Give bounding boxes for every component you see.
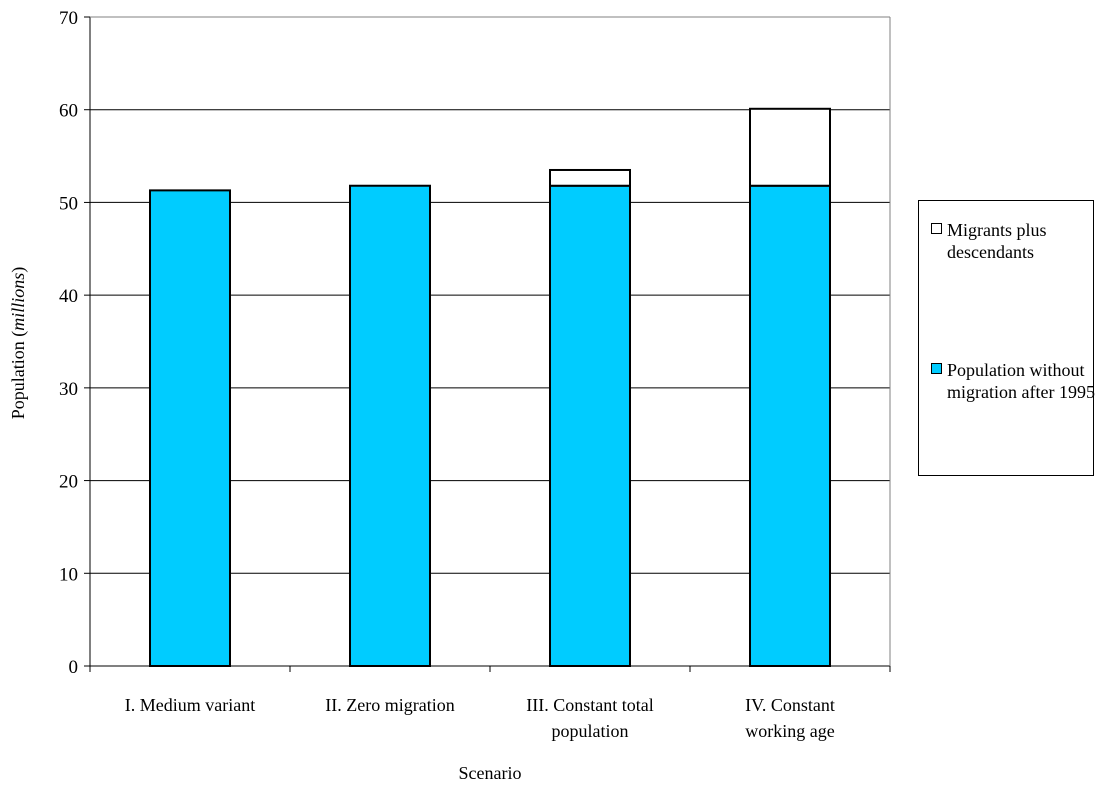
legend-label-migrants: Migrants plus descendants	[947, 220, 1047, 262]
y-axis-title-prefix: Population (	[8, 331, 29, 420]
bar-segment-series-0	[149, 189, 231, 668]
legend: Migrants plus descendants Population wit…	[918, 200, 1095, 476]
legend-swatch-migrants	[931, 223, 942, 234]
legend-label-population: Population without migration after 1995	[947, 360, 1095, 402]
y-axis-title: Population (millions)	[8, 267, 29, 420]
y-tick-label: 60	[59, 101, 78, 122]
y-axis-title-italic: millions	[8, 273, 28, 331]
bar-segment-series-0	[349, 184, 431, 668]
x-category-label: IV. Constant	[745, 695, 835, 715]
x-axis-title: Scenario	[459, 763, 522, 783]
bar-segment-series-1	[749, 107, 831, 187]
axes	[84, 16, 891, 672]
bar-segment-series-0	[549, 184, 631, 668]
x-category-label: working age	[745, 721, 834, 741]
x-category-label: I. Medium variant	[125, 695, 255, 715]
y-tick-label: 40	[59, 286, 78, 307]
y-tick-label: 20	[59, 472, 78, 493]
x-category-label: II. Zero migration	[325, 695, 454, 715]
y-tick-label: 30	[59, 379, 78, 400]
y-axis-title-suffix: )	[8, 267, 29, 273]
x-category-label: population	[552, 721, 629, 741]
y-tick-label: 50	[59, 193, 78, 214]
x-category-label: III. Constant total	[526, 695, 653, 715]
y-tick-labels: 0 10 20 30 40 50 60 70	[59, 8, 78, 678]
bar-segment-series-0	[749, 184, 831, 668]
bar-segment-series-1	[549, 168, 631, 187]
y-tick-label: 70	[59, 8, 78, 29]
x-category-labels: I. Medium variant II. Zero migration III. …	[125, 695, 835, 741]
y-tick-label: 10	[59, 564, 78, 585]
bars	[149, 107, 831, 668]
legend-swatch-population	[931, 363, 942, 374]
y-tick-label: 0	[69, 657, 79, 678]
